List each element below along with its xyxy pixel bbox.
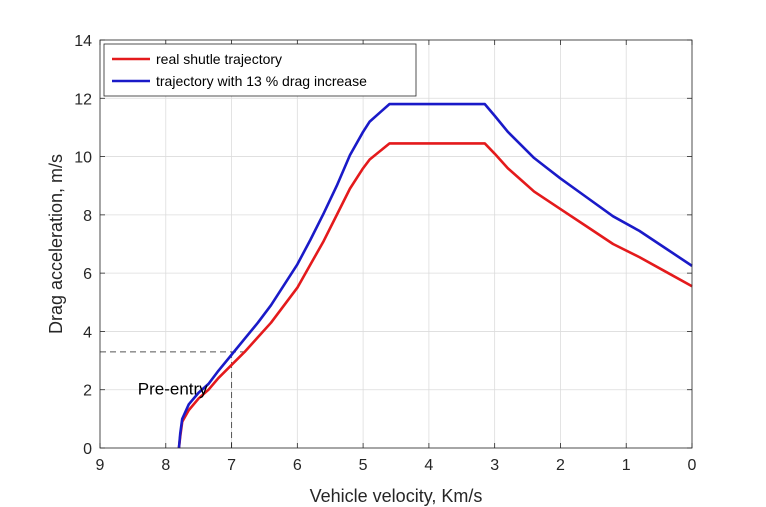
plot-frame xyxy=(99,39,693,449)
x-tick-label: 2 xyxy=(556,457,565,474)
x-axis-label: Vehicle velocity, Km/s xyxy=(310,486,483,506)
reference-lines xyxy=(100,351,250,448)
series-lines xyxy=(177,102,693,449)
y-tick-label: 10 xyxy=(74,150,92,167)
y-tick-label: 0 xyxy=(83,441,92,458)
y-tick-label: 4 xyxy=(83,324,92,341)
x-tick-label: 7 xyxy=(227,457,236,474)
x-tick-label: 9 xyxy=(96,457,105,474)
series-line-real xyxy=(177,142,693,449)
y-tick-label: 8 xyxy=(83,208,92,225)
series-line-drag-increase xyxy=(177,102,693,449)
y-tick-label: 2 xyxy=(83,383,92,400)
y-tick-label: 6 xyxy=(83,266,92,283)
x-tick-label: 3 xyxy=(490,457,499,474)
x-tick-label: 0 xyxy=(688,457,697,474)
legend-entry-real: real shutle trajectory xyxy=(156,51,282,67)
y-axis-label: Drag acceleration, m/s xyxy=(46,154,66,334)
legend: real shutle trajectory trajectory with 1… xyxy=(103,43,417,97)
x-tick-label: 4 xyxy=(424,457,433,474)
plot-area xyxy=(100,40,692,448)
x-tick-label: 6 xyxy=(293,457,302,474)
y-tick-label: 14 xyxy=(74,33,92,50)
x-tick-label: 8 xyxy=(161,457,170,474)
pre-entry-annotation: Pre-entry xyxy=(138,379,208,398)
x-tick-label: 5 xyxy=(359,457,368,474)
x-tick-label: 1 xyxy=(622,457,631,474)
legend-box xyxy=(103,43,417,97)
y-tick-label: 12 xyxy=(74,91,92,108)
legend-entry-drag-increase: trajectory with 13 % drag increase xyxy=(156,73,367,89)
